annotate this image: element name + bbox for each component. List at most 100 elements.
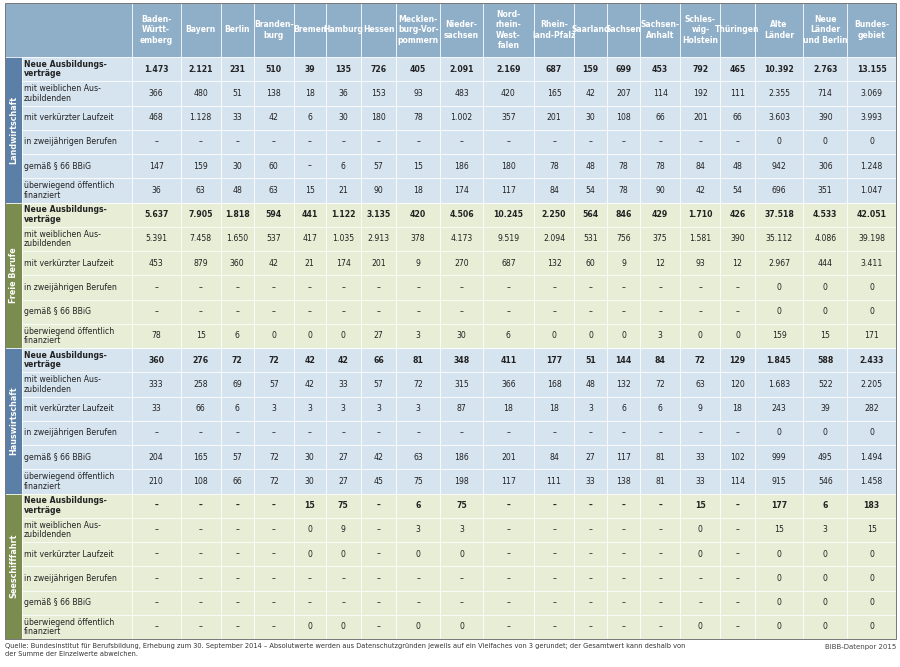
Bar (804, 154, 847, 178)
Text: –: – (308, 428, 311, 438)
Text: 60: 60 (586, 259, 596, 267)
Bar (534, 396, 574, 421)
Bar (804, 178, 847, 203)
Bar (220, 542, 254, 566)
Bar (131, 566, 181, 590)
Text: –: – (553, 283, 556, 292)
Text: 2.205: 2.205 (860, 380, 883, 389)
Text: 42.051: 42.051 (857, 210, 886, 219)
Text: 0: 0 (777, 622, 781, 632)
Text: 0: 0 (777, 137, 781, 146)
Bar (440, 348, 482, 372)
Text: 0: 0 (777, 428, 781, 438)
Text: 60: 60 (269, 161, 279, 171)
Bar (721, 445, 754, 470)
Bar (680, 470, 721, 494)
Text: 165: 165 (194, 453, 208, 462)
Text: –: – (622, 598, 626, 607)
Text: –: – (417, 307, 420, 316)
Text: Baden-
Württ-
emberg: Baden- Württ- emberg (140, 15, 173, 45)
Bar (396, 299, 440, 323)
Bar (608, 105, 640, 130)
Text: –: – (589, 622, 592, 632)
Text: 30: 30 (232, 161, 242, 171)
Bar (220, 81, 254, 105)
Text: –: – (154, 550, 158, 559)
Text: 417: 417 (302, 234, 317, 243)
Bar (22, 615, 131, 639)
Text: 177: 177 (546, 356, 562, 365)
Text: –: – (272, 307, 275, 316)
Bar (396, 445, 440, 470)
Text: –: – (589, 598, 592, 607)
Text: 33: 33 (338, 380, 348, 389)
Text: –: – (507, 622, 510, 632)
Bar (534, 227, 574, 251)
Text: 87: 87 (456, 404, 466, 413)
Text: –: – (698, 283, 702, 292)
Text: –: – (460, 598, 464, 607)
Text: 6: 6 (658, 404, 662, 413)
Text: 0: 0 (869, 137, 874, 146)
Bar (608, 154, 640, 178)
Bar (482, 57, 534, 81)
Bar (254, 3, 294, 57)
Bar (131, 615, 181, 639)
Bar (482, 227, 534, 251)
Bar (440, 566, 482, 590)
Bar (396, 57, 440, 81)
Bar (680, 81, 721, 105)
Text: 15: 15 (695, 501, 706, 510)
Bar (574, 323, 608, 348)
Bar (754, 251, 804, 275)
Bar (326, 130, 361, 154)
Bar (396, 615, 440, 639)
Bar (482, 494, 534, 518)
Text: 7.905: 7.905 (188, 210, 213, 219)
Text: –: – (154, 526, 158, 534)
Bar (804, 3, 847, 57)
Bar (181, 494, 220, 518)
Text: 30: 30 (305, 453, 315, 462)
Bar (804, 615, 847, 639)
Bar (22, 178, 131, 203)
Text: –: – (272, 622, 275, 632)
Text: gemäß § 66 BBiG: gemäß § 66 BBiG (24, 453, 91, 462)
Bar (22, 154, 131, 178)
Bar (181, 348, 220, 372)
Bar (534, 57, 574, 81)
Text: 4.173: 4.173 (450, 234, 472, 243)
Bar (131, 421, 181, 445)
Text: 183: 183 (864, 501, 879, 510)
Bar (754, 299, 804, 323)
Text: Bayern: Bayern (185, 25, 216, 35)
Text: 153: 153 (371, 89, 386, 98)
Text: 3: 3 (416, 526, 420, 534)
Bar (440, 445, 482, 470)
Bar (220, 130, 254, 154)
Text: 4.533: 4.533 (813, 210, 838, 219)
Bar (440, 494, 482, 518)
Text: 564: 564 (582, 210, 599, 219)
Bar (440, 542, 482, 566)
Bar (131, 3, 181, 57)
Bar (804, 203, 847, 227)
Text: 0: 0 (823, 574, 828, 583)
Bar (131, 518, 181, 542)
Bar (608, 348, 640, 372)
Text: 6: 6 (621, 404, 626, 413)
Text: 30: 30 (586, 113, 596, 122)
Text: 0: 0 (869, 283, 874, 292)
Bar (361, 105, 396, 130)
Bar (608, 3, 640, 57)
Text: 0: 0 (416, 622, 420, 632)
Bar (608, 566, 640, 590)
Bar (608, 470, 640, 494)
Text: 63: 63 (413, 453, 423, 462)
Text: 117: 117 (501, 477, 516, 486)
Text: mit weiblichen Aus-
zubildenden: mit weiblichen Aus- zubildenden (24, 375, 101, 394)
Text: 180: 180 (371, 113, 386, 122)
Bar (721, 421, 754, 445)
Bar (804, 57, 847, 81)
Text: 588: 588 (817, 356, 833, 365)
